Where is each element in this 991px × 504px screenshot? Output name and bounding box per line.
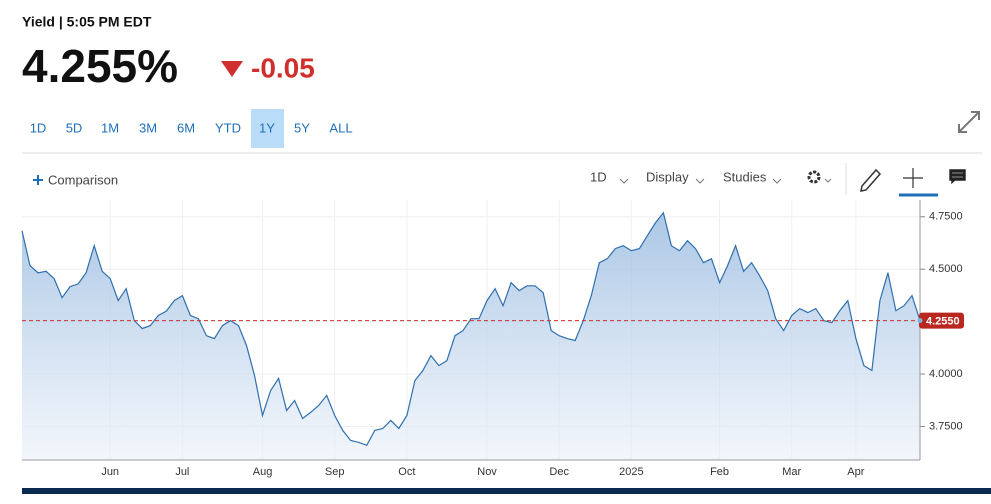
crosshair-icon[interactable]	[903, 168, 923, 188]
comment-icon[interactable]	[948, 168, 967, 186]
x-tick-label: Nov	[477, 466, 497, 478]
x-tick-label: Jun	[101, 466, 119, 478]
x-tick-label: Mar	[782, 466, 801, 478]
range-button[interactable]: 5Y	[294, 120, 310, 135]
area	[22, 212, 920, 460]
price: 4.255%	[22, 40, 178, 92]
x-tick-label: Oct	[398, 466, 415, 478]
chevron	[772, 178, 782, 184]
footer-bar	[22, 488, 991, 494]
interval-button[interactable]: 1D	[590, 169, 607, 184]
draw-icon[interactable]	[860, 168, 882, 192]
down-arrow	[221, 61, 243, 77]
x-tick-label: Feb	[710, 466, 729, 478]
x-tick-label: Aug	[253, 466, 273, 478]
y-tick-label: 4.0000	[929, 368, 963, 380]
x-tick-label: Sep	[325, 466, 345, 478]
chevron	[695, 178, 705, 184]
y-tick-label: 4.7500	[929, 211, 963, 223]
range-button[interactable]: 1M	[101, 120, 119, 135]
chevron	[619, 178, 629, 184]
range-button[interactable]: 3M	[139, 120, 157, 135]
comparison-button[interactable]: Comparison	[48, 172, 118, 187]
display-button[interactable]: Display	[646, 169, 689, 184]
last-value-label: 4.2550	[926, 315, 960, 327]
expand-icon[interactable]	[958, 111, 980, 133]
range-button[interactable]: ALL	[329, 120, 352, 135]
x-tick-label: Apr	[847, 466, 864, 478]
plus-icon	[33, 175, 43, 185]
range-buttons: 1D 5D 1M 3M 6M YTD 1Y 5Y ALL	[30, 109, 353, 148]
quote-label: Yield | 5:05 PM EDT	[22, 14, 152, 30]
last-value-dot	[917, 318, 923, 324]
change: -0.05	[251, 52, 315, 83]
active-range-bg	[251, 109, 284, 148]
y-tick-label: 3.7500	[929, 420, 963, 432]
studies-button[interactable]: Studies	[723, 169, 767, 184]
settings-icon[interactable]	[807, 170, 832, 184]
x-tick-label: Jul	[175, 466, 189, 478]
plot-area: 3.75004.00004.25004.50004.7500JunJulAugS…	[21, 200, 964, 478]
range-button[interactable]: 1Y	[259, 120, 275, 135]
range-button[interactable]: YTD	[215, 120, 241, 135]
x-tick-label: 2025	[619, 466, 643, 478]
range-button[interactable]: 1D	[30, 120, 47, 135]
range-button[interactable]: 5D	[66, 120, 83, 135]
line	[21, 211, 921, 447]
y-tick-label: 4.5000	[929, 263, 963, 275]
last-value-badge	[919, 312, 964, 329]
range-button[interactable]: 6M	[177, 120, 195, 135]
x-tick-label: Dec	[549, 466, 569, 478]
